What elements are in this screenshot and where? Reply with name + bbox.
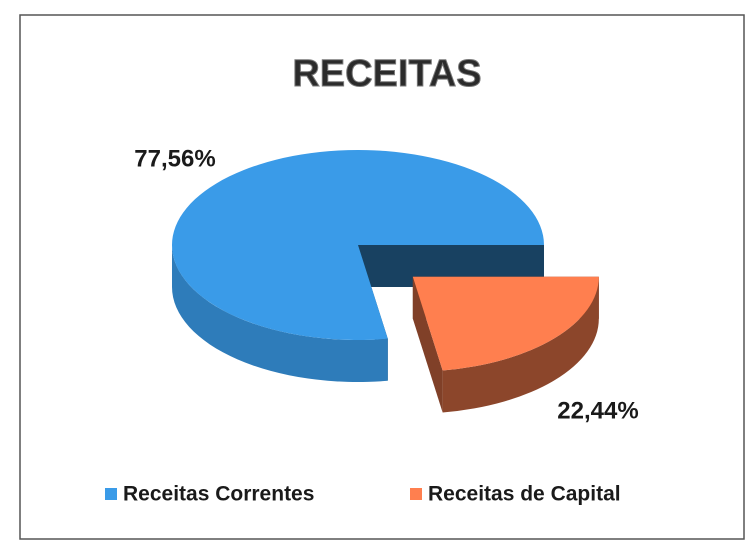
slice-side xyxy=(172,245,388,382)
pie-slice xyxy=(172,150,545,341)
legend-swatch xyxy=(105,488,117,500)
legend-label: Receitas Correntes xyxy=(123,483,314,506)
legend-label: Receitas de Capital xyxy=(428,483,621,506)
slice-wall xyxy=(412,276,443,413)
data-label: 22,44% xyxy=(557,397,638,424)
chart-title: RECEITAS xyxy=(292,53,481,95)
slice-side xyxy=(442,276,599,413)
slice-wall xyxy=(358,245,544,287)
pie-slice xyxy=(412,276,599,371)
data-label: 77,56% xyxy=(134,145,215,172)
legend-swatch xyxy=(410,488,422,500)
